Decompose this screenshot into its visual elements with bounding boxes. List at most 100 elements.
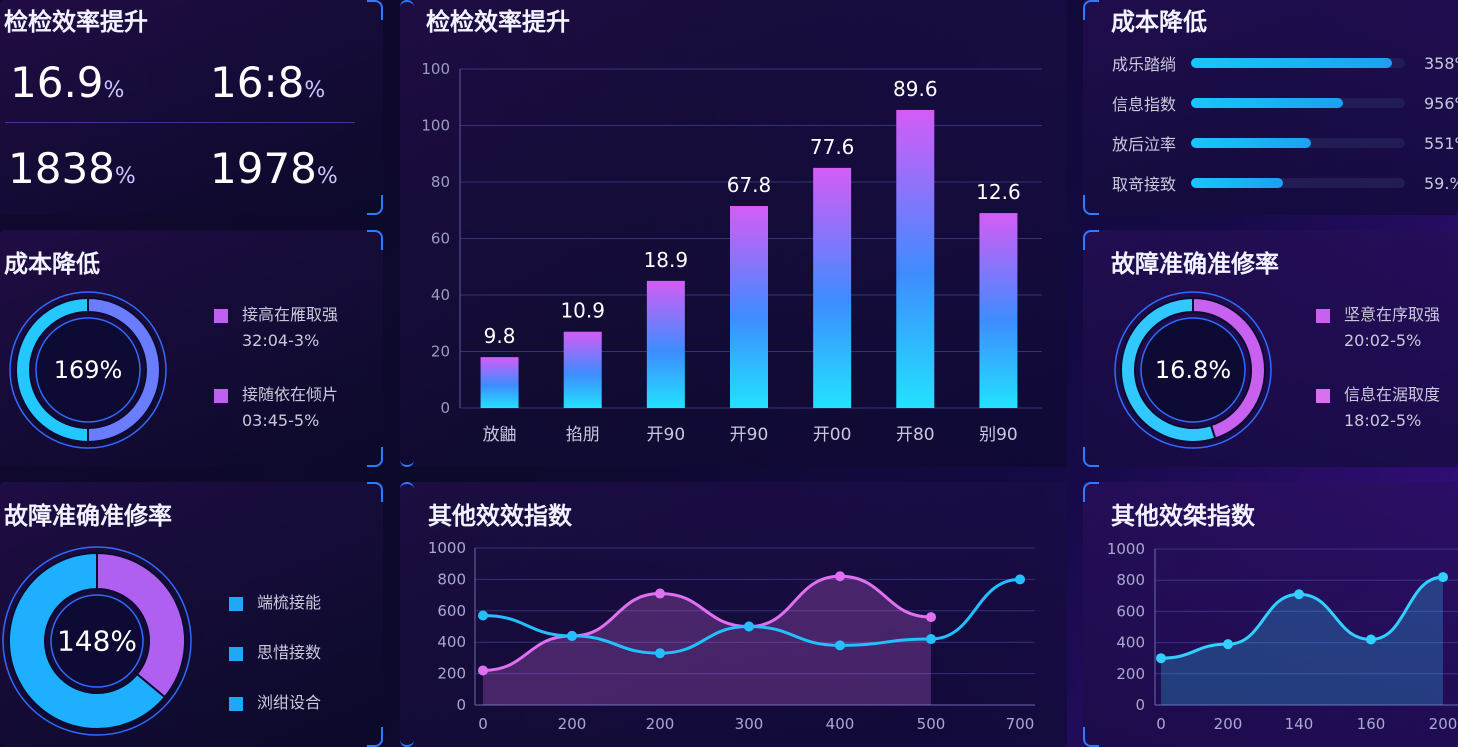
legend-item: 信息在涺取度 [1316, 382, 1440, 408]
data-point [744, 621, 754, 632]
x-tick-label: 200 [558, 715, 587, 733]
cost-donut-chart: 169% [9, 291, 167, 449]
y-tick-label: 800 [437, 570, 466, 588]
bar [896, 109, 935, 409]
legend-swatch [214, 388, 228, 403]
bar-data-label: 67.8 [727, 173, 772, 197]
progress-fill [1191, 178, 1284, 188]
data-point [926, 634, 936, 645]
data-point [926, 612, 936, 623]
x-tick-label: 0 [478, 715, 488, 733]
legend-item: 思惜接数 [229, 628, 321, 678]
y-tick-label: 800 [1116, 571, 1145, 589]
fault-donut-right-legend: 坚意在序取强 20:02-5% 信息在涺取度 18:02-5% [1316, 302, 1440, 434]
legend-swatch [229, 646, 243, 661]
legend-item: 坚意在序取强 [1316, 302, 1440, 328]
line2-title: 其他效桀指数 [1111, 502, 1255, 530]
x-tick-label: 开90 [730, 425, 769, 445]
legend-swatch [229, 596, 243, 611]
data-point [1223, 639, 1233, 650]
y-tick-label: 100 [421, 117, 450, 135]
progress-row: 成乐踏绱 358% [1112, 53, 1458, 75]
progress-title: 成本降低 [1111, 8, 1207, 36]
x-tick-label: 200 [1214, 715, 1243, 733]
line-title: 其他效效指数 [428, 502, 572, 530]
donut-inner-ring [50, 594, 144, 688]
x-tick-label: 140 [1285, 715, 1314, 733]
series-line [482, 574, 932, 672]
progress-row: 放后泣率 551% [1112, 133, 1458, 155]
donut-slice [8, 551, 167, 730]
line2-panel [1083, 482, 1458, 747]
cost-donut-legend: 接高在雁取强 32:04-3% 接随依在倾片 03:45-5% [214, 302, 338, 434]
legend-item: 接随依在倾片 [214, 382, 338, 408]
x-tick-label: 500 [917, 715, 946, 733]
progress-label: 取竒接致 [1112, 175, 1177, 194]
y-tick-label: 0 [440, 399, 450, 417]
y-tick-label: 1000 [1107, 540, 1145, 558]
data-point [1438, 572, 1448, 583]
data-point [478, 665, 488, 676]
fault-donut-right-title: 故障准确准修率 [1111, 250, 1279, 278]
bar [730, 206, 768, 408]
donut-center-label: 148% [57, 624, 137, 657]
bar [979, 213, 1018, 408]
progress-fill [1191, 58, 1393, 68]
progress-fill [1191, 98, 1343, 108]
legend-swatch [1316, 388, 1330, 403]
data-point [478, 610, 488, 621]
kpi-value: 16:8% [210, 58, 326, 107]
kpi-value: 16.9% [10, 58, 125, 107]
x-tick-label: 开00 [813, 425, 852, 445]
progress-value: 551% [1424, 133, 1458, 153]
bar [563, 331, 602, 408]
y-tick-label: 200 [437, 665, 466, 683]
fault-donut-left-chart: 148% [2, 546, 192, 736]
kpi-divider [5, 122, 355, 123]
x-tick-label: 300 [735, 715, 764, 733]
x-tick-label: 160 [1357, 715, 1386, 733]
progress-value: 956% [1424, 93, 1458, 113]
series-area [483, 576, 931, 705]
bar-data-label: 77.6 [810, 135, 855, 159]
donut-inner-ring [1140, 317, 1246, 423]
legend-sub: 18:02-5% [1344, 411, 1422, 430]
bar-data-label: 12.6 [976, 180, 1021, 204]
bar-data-label: 18.9 [644, 248, 689, 272]
bar [480, 357, 519, 408]
data-point [1015, 574, 1025, 585]
legend-sub: 20:02-5% [1344, 331, 1422, 350]
y-tick-label: 0 [456, 696, 466, 714]
legend-item: 端梳接能 [229, 578, 321, 628]
line-panel [400, 482, 1067, 747]
x-tick-label: 放鼬 [483, 425, 517, 445]
bar-chart: 0 20 40 60 80 100 100 9.8 放鼬 10.9 掐朋 18.9 开90 67.8 开90… [421, 60, 1042, 445]
legend-swatch [1316, 308, 1330, 323]
bar-title: 检检效率提升 [426, 8, 570, 36]
kpi-panel [0, 0, 383, 215]
y-tick-label: 600 [1116, 602, 1145, 620]
y-tick-label: 600 [437, 602, 466, 620]
donut-outer-ring [2, 546, 192, 736]
legend-item: 浏绀设合 [229, 678, 321, 728]
x-tick-label: 掐朋 [566, 425, 600, 445]
progress-label: 放后泣率 [1112, 135, 1177, 154]
legend-sub: 03:45-5% [242, 411, 320, 430]
progress-value: 358% [1424, 53, 1458, 73]
y-tick-label: 60 [431, 230, 450, 248]
data-point [567, 630, 577, 641]
progress-track [1191, 58, 1405, 68]
kpi-value: 1838% [8, 144, 136, 193]
progress-track [1191, 138, 1405, 148]
donut-slice [15, 296, 89, 444]
bar [813, 167, 852, 408]
data-point [835, 571, 845, 582]
donut-inner-ring [35, 317, 141, 423]
legend-swatch [229, 696, 243, 711]
series-area [1161, 577, 1443, 705]
progress-value: 59.% [1424, 173, 1458, 193]
progress-track [1191, 98, 1405, 108]
y-tick-label: 1000 [428, 539, 466, 557]
progress-track [1191, 178, 1405, 188]
